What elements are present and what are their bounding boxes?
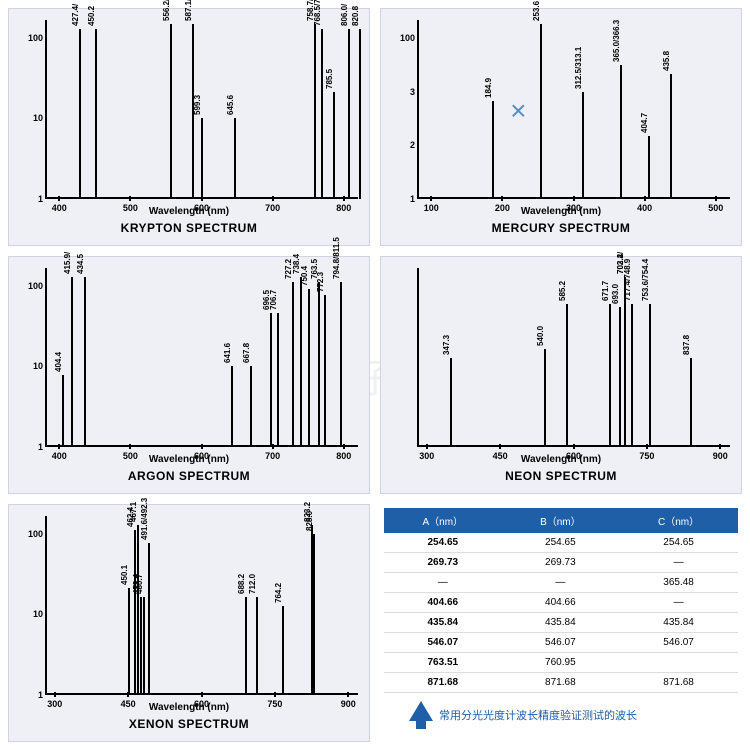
grid: 110100400500600700800Wavelength (nm)427.… [0,0,750,750]
table-row: 871.68871.68871.68 [384,673,738,693]
table-header: C（nm） [619,508,738,533]
spectral-line [79,29,81,199]
spectral-line [234,118,236,199]
spectral-line [544,349,546,447]
spectral-line [624,277,626,447]
spectral-line [128,588,130,695]
spectral-line [333,92,335,199]
spectral-line [359,29,361,199]
spectrum-panel: 110100300450600750900Wavelength (nm)450.… [8,504,370,742]
chart-title: NEON SPECTRUM [387,469,735,483]
spectral-line [245,597,247,695]
spectral-line [318,282,320,447]
chart-title: KRYPTON SPECTRUM [15,221,363,235]
spectral-line [566,304,568,447]
spectrum-panel: 123100100200300400500Wavelength (nm)184.… [380,8,742,246]
chart-title: MERCURY SPECTRUM [387,221,735,235]
spectral-line [324,295,326,447]
spectral-line [250,366,252,447]
spectral-line [300,277,302,447]
spectral-line [690,358,692,448]
spectral-line [631,304,633,447]
chart-title: ARGON SPECTRUM [15,469,363,483]
table-row: 404.66404.66— [384,593,738,613]
table-row: ——365.48 [384,573,738,593]
spectral-line [582,92,584,199]
spectral-line [450,358,452,448]
table-row: 763.51760.95 [384,653,738,673]
arrow-up-icon [409,701,433,721]
table-row: 435.84435.84435.84 [384,613,738,633]
table-panel: A（nm）B（nm）C（nm）254.65254.65254.65269.732… [380,504,742,742]
spectral-line [143,597,145,695]
spectral-line [137,525,139,695]
spectral-line [140,597,142,695]
chart-title: XENON SPECTRUM [15,717,363,731]
spectral-line [620,65,622,199]
spectral-line [71,277,73,447]
spectral-line [62,375,64,447]
table-row: 254.65254.65254.65 [384,533,738,553]
spectral-line [308,289,310,447]
spectrum-panel: 110100400500600700800Wavelength (nm)404.… [8,256,370,494]
spectrum-panel: 300450600750900Wavelength (nm)347.3540.0… [380,256,742,494]
table-header: A（nm） [384,508,502,533]
spectral-line [84,277,86,447]
spectral-line [540,24,542,199]
spectral-line [314,24,316,199]
spectral-line [609,304,611,447]
spectral-line [670,74,672,199]
spectral-line [340,282,342,447]
spectral-line [649,304,651,447]
spectral-line [313,534,315,695]
spectral-line [148,543,150,695]
spectral-line [648,136,650,199]
spectral-line [231,366,233,447]
spectral-line [170,24,172,199]
table-caption: 常用分光光度计波长精度验证测试的波长 [439,707,637,723]
spectrum-panel: 110100400500600700800Wavelength (nm)427.… [8,8,370,246]
spectral-line [348,29,350,199]
spectral-line [95,29,97,199]
wavelength-table: A（nm）B（nm）C（nm）254.65254.65254.65269.732… [384,508,738,693]
spectral-line [270,313,272,447]
table-row: 269.73269.73— [384,553,738,573]
table-row: 546.07546.07546.07 [384,633,738,653]
spectral-line [619,307,621,447]
spectral-line [321,29,323,199]
table-header: B（nm） [502,508,620,533]
spectral-line [492,101,494,199]
spectral-line [256,597,258,695]
spectral-line [292,282,294,447]
spectral-line [277,313,279,447]
spectral-line [282,606,284,696]
spectral-line [201,118,203,199]
